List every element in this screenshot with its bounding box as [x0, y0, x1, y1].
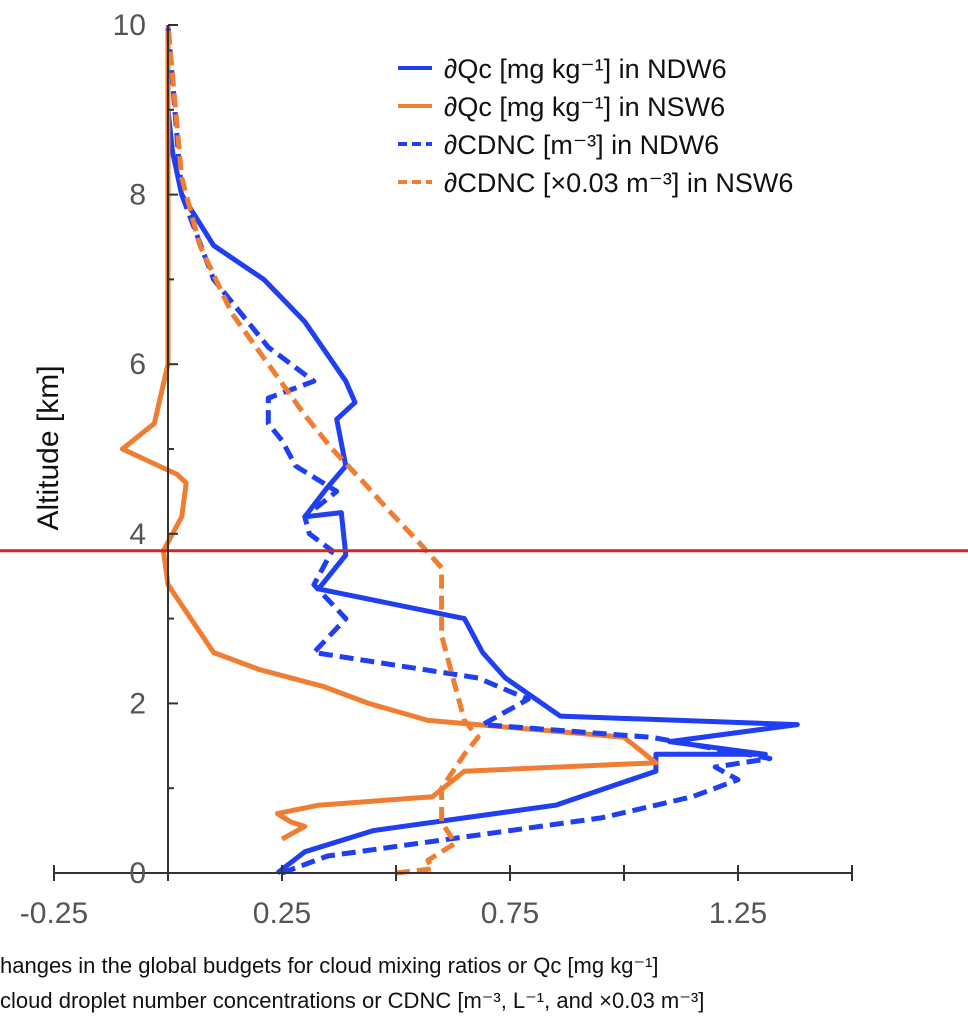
- series-line-4: [165, 24, 481, 876]
- y-tick-label: 10: [113, 9, 146, 42]
- x-tick-label: -0.25: [20, 897, 88, 930]
- y-tick-label: 0: [129, 857, 146, 890]
- plot-series: [119, 24, 800, 876]
- series-line-1: [165, 25, 800, 875]
- y-tick-label: 6: [129, 348, 146, 381]
- legend-label-4: ∂CDNC [×0.03 m⁻³] in NSW6: [444, 168, 793, 198]
- x-tick-label: 0.25: [253, 897, 311, 930]
- legend-label-3: ∂CDNC [m⁻³] in NDW6: [444, 130, 719, 160]
- legend-label-1: ∂Qc [mg kg⁻¹] in NDW6: [444, 54, 727, 84]
- y-tick-label: 2: [129, 687, 146, 720]
- x-tick-label: 0.75: [481, 897, 539, 930]
- legend: ∂Qc [mg kg⁻¹] in NDW6 ∂Qc [mg kg⁻¹] in NS…: [398, 54, 793, 198]
- y-tick-label: 4: [129, 518, 146, 551]
- x-axis-title-line-2: cloud droplet number concentrations or C…: [0, 988, 704, 1013]
- x-axis-title-line-1: hanges in the global budgets for cloud m…: [0, 953, 659, 978]
- y-axis-title: Altitude [km]: [32, 365, 65, 530]
- series-line-2: [119, 25, 659, 842]
- legend-label-2: ∂Qc [mg kg⁻¹] in NSW6: [444, 92, 725, 122]
- series-line-3: [165, 24, 773, 876]
- y-ticks: 0 2 4 6 8 10: [113, 9, 178, 890]
- y-tick-label: 8: [129, 179, 146, 212]
- x-ticks: -0.25 0.25 0.75 1.25: [20, 865, 853, 930]
- x-tick-label: 1.25: [709, 897, 767, 930]
